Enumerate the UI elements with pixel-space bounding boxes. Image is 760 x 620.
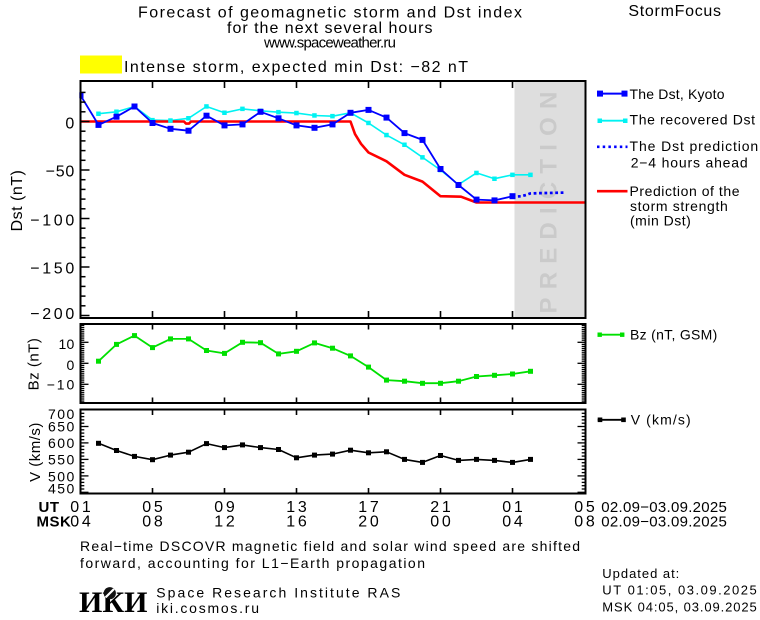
svg-text:600: 600 bbox=[48, 435, 76, 451]
svg-text:Space Research Institute RAS: Space Research Institute RAS bbox=[156, 585, 400, 601]
svg-text:UT: UT bbox=[39, 499, 60, 516]
svg-text:MSK: MSK bbox=[37, 514, 72, 531]
svg-text:Dst (nT): Dst (nT) bbox=[9, 170, 26, 232]
svg-text:500: 500 bbox=[48, 468, 76, 484]
svg-text:−200: −200 bbox=[30, 306, 75, 323]
svg-text:for the next several hours: for the next several hours bbox=[227, 20, 433, 37]
svg-text:Updated at:: Updated at: bbox=[602, 566, 679, 581]
svg-text:StormFocus: StormFocus bbox=[628, 3, 721, 20]
svg-text:−10: −10 bbox=[47, 376, 76, 392]
svg-text:Forecast of geomagnetic storm: Forecast of geomagnetic storm and Dst in… bbox=[138, 5, 522, 22]
svg-text:2−4 hours ahead: 2−4 hours ahead bbox=[631, 154, 748, 170]
svg-text:storm strength: storm strength bbox=[630, 198, 728, 214]
svg-text:The Dst prediction: The Dst prediction bbox=[630, 138, 759, 154]
svg-text:450: 450 bbox=[48, 481, 76, 497]
svg-text:02.09−03.09.2025: 02.09−03.09.2025 bbox=[601, 499, 727, 516]
svg-text:UT 01:05, 03.09.2025: UT 01:05, 03.09.2025 bbox=[602, 583, 756, 598]
svg-text:700: 700 bbox=[48, 406, 76, 422]
svg-text:iki.cosmos.ru: iki.cosmos.ru bbox=[156, 600, 259, 616]
svg-text:0: 0 bbox=[65, 115, 75, 132]
svg-text:The recovered Dst: The recovered Dst bbox=[630, 112, 756, 128]
svg-text:Real−time DSCOVR magnetic fiel: Real−time DSCOVR magnetic field and sola… bbox=[80, 538, 580, 554]
svg-text:Bz (nT, GSM): Bz (nT, GSM) bbox=[630, 327, 717, 343]
svg-text:0: 0 bbox=[67, 357, 76, 373]
svg-text:Prediction of the: Prediction of the bbox=[630, 183, 740, 199]
svg-text:PREDICTION: PREDICTION bbox=[535, 83, 562, 313]
svg-text:−100: −100 bbox=[30, 212, 75, 229]
svg-text:The Dst, Kyoto: The Dst, Kyoto bbox=[630, 86, 725, 102]
svg-text:Intense storm, expected min Ds: Intense storm, expected min Dst: −82 nT bbox=[124, 59, 468, 76]
svg-text:MSK 04:05, 03.09.2025: MSK 04:05, 03.09.2025 bbox=[602, 599, 756, 614]
svg-text:Bz (nT): Bz (nT) bbox=[26, 338, 43, 391]
svg-text:−150: −150 bbox=[30, 260, 75, 277]
svg-text:V (km/s): V (km/s) bbox=[27, 422, 44, 482]
svg-text:650: 650 bbox=[48, 419, 76, 435]
svg-text:550: 550 bbox=[48, 452, 76, 468]
svg-text:−50: −50 bbox=[46, 164, 76, 181]
svg-text:www.spaceweather.ru: www.spaceweather.ru bbox=[263, 35, 396, 52]
svg-text:(min Dst): (min Dst) bbox=[630, 213, 691, 229]
svg-text:10: 10 bbox=[59, 336, 76, 352]
svg-text:V (km/s): V (km/s) bbox=[631, 412, 691, 428]
svg-text:forward, accounting for L1−Ear: forward, accounting for L1−Earth propaga… bbox=[80, 555, 425, 571]
svg-text:02.09−03.09.2025: 02.09−03.09.2025 bbox=[601, 514, 727, 531]
